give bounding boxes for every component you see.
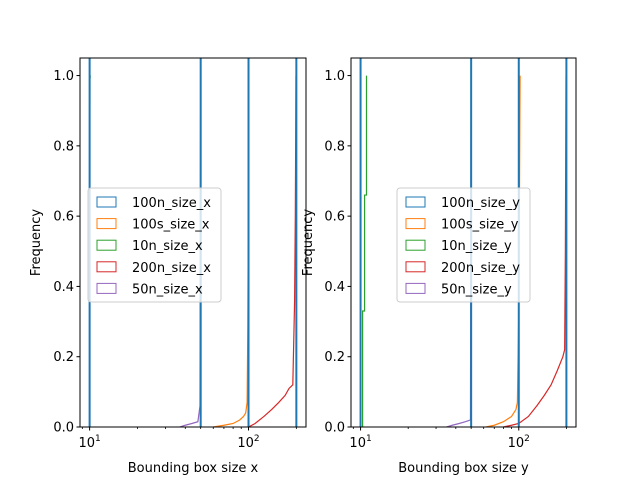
legend: 100n_size_y 100s_size_y 10n_size_y 200n_siz… (396, 187, 531, 303)
legend-swatch-10n_size_x (96, 239, 117, 251)
legend-entry-100n_size_y: 100n_size_y (441, 196, 520, 211)
left-subplot: 0.0 0.2 0.4 0.6 0.8 1.0 101 102 Bounding box siz… (29, 57, 307, 476)
y-tick-label: 0.4 (324, 280, 345, 295)
legend-swatch-100n_size_y (405, 196, 426, 208)
legend-entry-200n_size_y: 200n_size_y (441, 261, 520, 276)
x-tick-label: 102 (508, 434, 530, 451)
y-axis-label: Frequency (301, 209, 316, 276)
legend-frame (87, 187, 222, 303)
legend-swatch-100s_size_y (405, 218, 426, 230)
legend-entry-50n_size_x: 50n_size_x (132, 282, 203, 297)
y-tick-label: 0.4 (53, 280, 74, 295)
y-tick-label: 0.2 (324, 350, 345, 365)
y-axis-label: Frequency (29, 209, 44, 276)
y-tick-label: 1.0 (53, 69, 74, 84)
legend-entry-50n_size_y: 50n_size_y (441, 282, 512, 297)
right-subplot: 0.0 0.2 0.4 0.6 0.8 1.0 101 102 Bounding box siz… (301, 57, 577, 476)
legend-entry-10n_size_x: 10n_size_x (132, 239, 203, 254)
legend-entry-100n_size_x: 100n_size_x (132, 196, 211, 211)
y-tick-label: 0.8 (324, 139, 345, 154)
legend-swatch-50n_size_x (96, 282, 117, 294)
axes-frame (350, 57, 577, 428)
legend-swatch-50n_size_y (405, 282, 426, 294)
y-tick-label: 0.6 (53, 210, 74, 225)
legend-entry-100s_size_y: 100s_size_y (441, 218, 519, 233)
legend-swatch-10n_size_y (405, 239, 426, 251)
legend-entry-10n_size_y: 10n_size_y (441, 239, 512, 254)
legend-swatch-200n_size_y (405, 261, 426, 273)
x-axis-label: Bounding box size x (128, 461, 259, 476)
x-tick-label: 101 (78, 434, 100, 451)
legend-swatch-100s_size_x (96, 218, 117, 230)
legend-entry-200n_size_x: 200n_size_x (132, 261, 211, 276)
series-line-200n_size_y (503, 75, 567, 427)
y-tick-label: 0.0 (324, 421, 345, 436)
legend: 100n_size_x 100s_size_x 10n_size_x 200n_siz… (87, 187, 222, 303)
legend-swatch-100n_size_x (96, 196, 117, 208)
series-line-200n_size_x (248, 75, 297, 427)
legend-frame (396, 187, 531, 303)
x-tick-label: 101 (349, 434, 371, 451)
x-axis-label: Bounding box size y (398, 461, 529, 476)
y-tick-label: 0.8 (53, 139, 74, 154)
y-tick-label: 0.0 (53, 421, 74, 436)
legend-entry-100s_size_x: 100s_size_x (132, 218, 210, 233)
y-tick-label: 1.0 (324, 69, 345, 84)
x-tick-label: 102 (237, 434, 259, 451)
y-tick-label: 0.6 (324, 210, 345, 225)
legend-swatch-200n_size_x (96, 261, 117, 273)
y-tick-label: 0.2 (53, 350, 74, 365)
axes-frame (79, 57, 307, 428)
series-line-10n_size_y (362, 75, 368, 427)
